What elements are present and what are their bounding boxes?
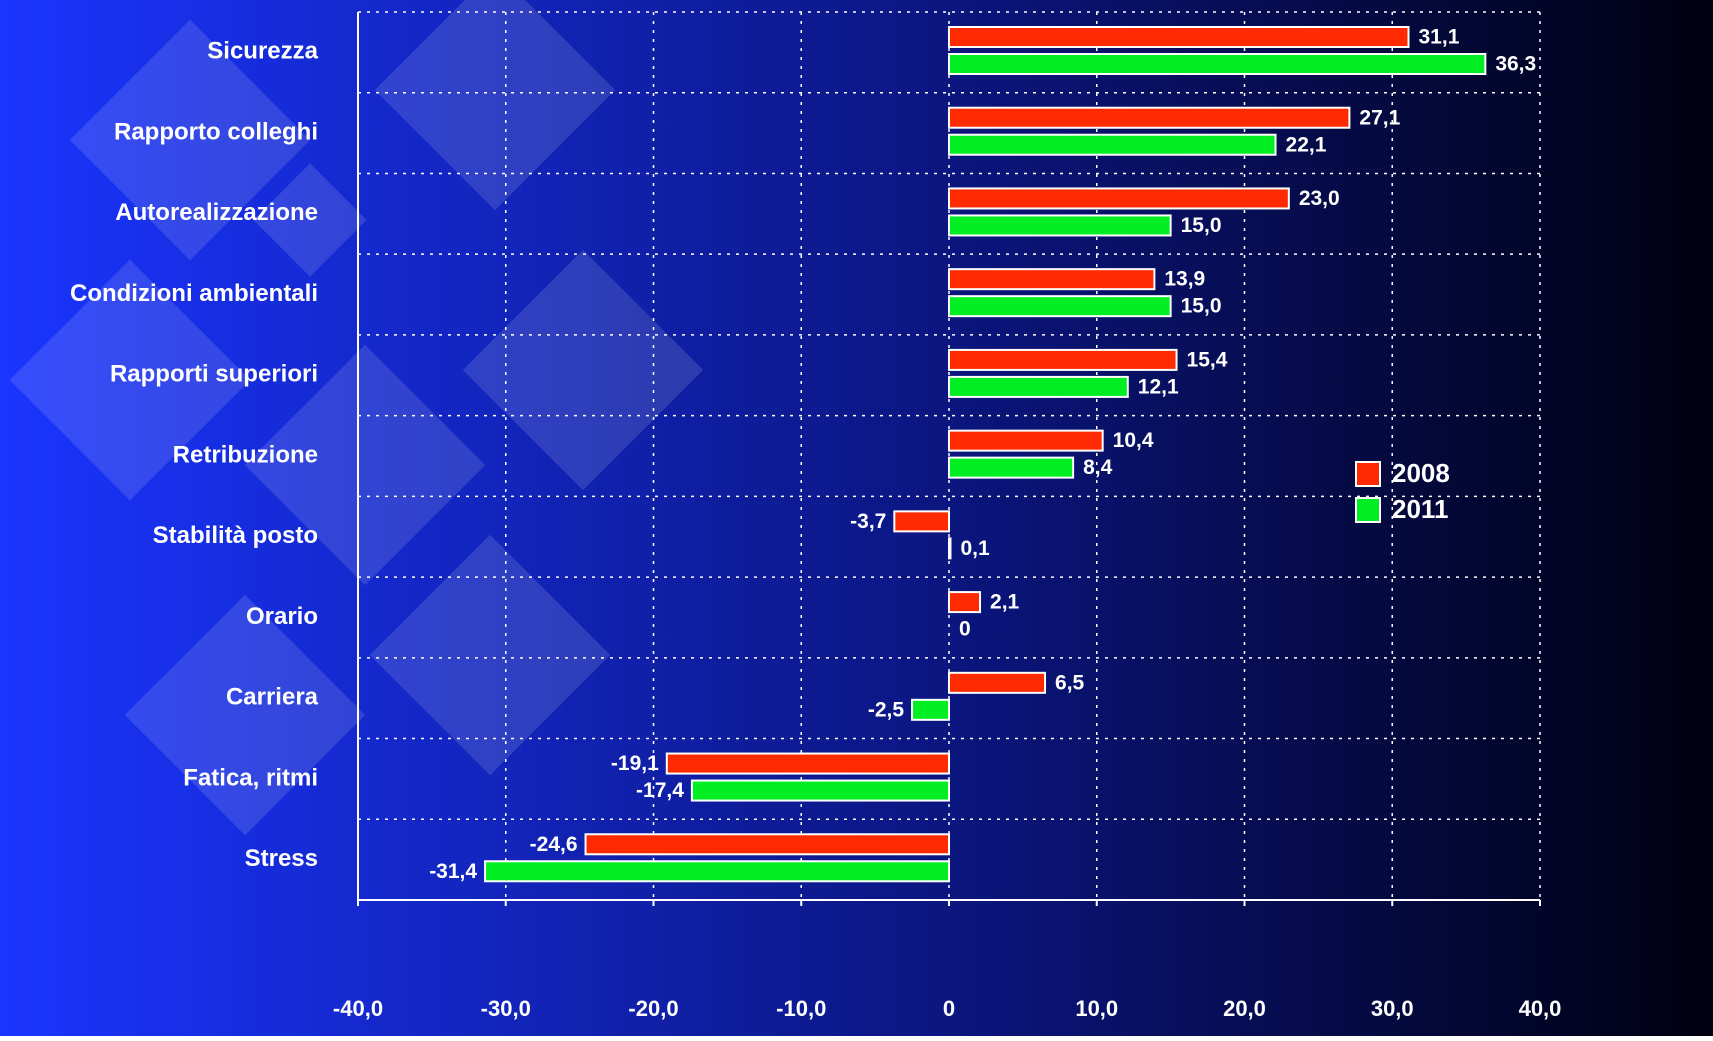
value-label: 31,1 — [1419, 26, 1460, 49]
bar — [665, 752, 950, 775]
bar — [948, 26, 1410, 48]
bar — [948, 591, 982, 614]
value-label: -17,4 — [636, 779, 684, 802]
value-label: -24,6 — [530, 833, 578, 856]
value-label: 15,0 — [1181, 295, 1222, 318]
category-label: Condizioni ambientali — [70, 280, 318, 307]
bar — [948, 348, 1178, 371]
value-label: 13,9 — [1164, 268, 1205, 291]
x-tick-label: 0 — [943, 996, 955, 1021]
category-label: Sicurezza — [207, 38, 318, 65]
x-tick-label: -20,0 — [628, 996, 678, 1021]
bar — [948, 187, 1290, 210]
value-label: 10,4 — [1113, 429, 1154, 452]
bar — [948, 106, 1351, 129]
x-tick-label: 40,0 — [1519, 996, 1562, 1021]
x-tick-label: -40,0 — [333, 996, 383, 1021]
value-label: 15,4 — [1187, 348, 1228, 371]
category-label: Fatica, ritmi — [183, 764, 318, 791]
bar — [948, 671, 1047, 694]
value-label: 15,0 — [1181, 214, 1222, 237]
bar — [893, 510, 951, 533]
value-label: 8,4 — [1083, 456, 1113, 479]
x-tick-label: 20,0 — [1223, 996, 1266, 1021]
bar — [484, 860, 950, 883]
value-label: 2,1 — [990, 591, 1020, 614]
bar — [911, 698, 950, 721]
x-tick-label: -30,0 — [481, 996, 531, 1021]
x-tick-label: 10,0 — [1075, 996, 1118, 1021]
bar — [948, 375, 1129, 398]
legend-label: 2008 — [1392, 458, 1450, 488]
value-label: -2,5 — [868, 698, 905, 721]
legend-label: 2011 — [1392, 494, 1448, 524]
bar — [948, 133, 1277, 156]
category-label: Rapporto colleghi — [114, 118, 318, 145]
bar — [948, 53, 1487, 75]
value-label: 12,1 — [1138, 375, 1179, 398]
bar — [948, 214, 1172, 237]
value-label: 0,1 — [960, 537, 990, 560]
category-label: Stress — [245, 845, 318, 872]
bar — [948, 429, 1104, 452]
value-label: 6,5 — [1055, 671, 1085, 694]
value-label: 0 — [959, 618, 971, 641]
x-tick-label: -10,0 — [776, 996, 826, 1021]
value-label: 27,1 — [1359, 106, 1400, 129]
x-tick-label: 30,0 — [1371, 996, 1414, 1021]
value-label: -19,1 — [611, 752, 659, 775]
bar — [584, 833, 950, 856]
category-label: Autorealizzazione — [115, 199, 318, 226]
legend-swatch — [1355, 497, 1381, 523]
category-label: Carriera — [226, 684, 319, 711]
category-label: Orario — [246, 603, 318, 630]
value-label: -31,4 — [429, 860, 477, 883]
value-label: 36,3 — [1495, 53, 1536, 76]
category-label: Rapporti superiori — [110, 361, 318, 388]
bar — [948, 456, 1075, 479]
category-label: Retribuzione — [173, 441, 318, 468]
value-label: 23,0 — [1299, 187, 1340, 210]
legend-swatch — [1355, 461, 1381, 487]
value-label: -3,7 — [850, 510, 886, 533]
bar — [948, 268, 1156, 291]
category-label: Stabilità posto — [153, 522, 318, 549]
bar — [948, 537, 952, 560]
bar — [948, 295, 1172, 318]
bar — [690, 779, 950, 802]
value-label: 22,1 — [1286, 133, 1327, 156]
